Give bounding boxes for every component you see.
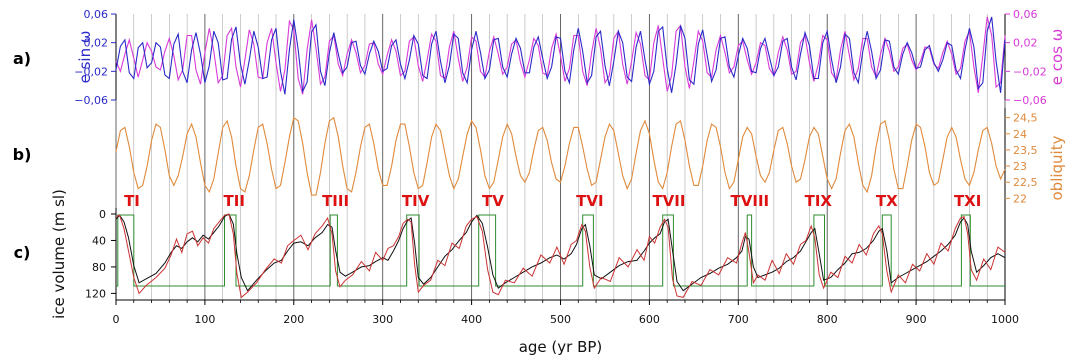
ecosw-axis-title: e cos ω: [1048, 29, 1066, 86]
ice-volume-tick-label: 0: [99, 208, 106, 221]
x-tick-label: 600: [639, 313, 660, 326]
ice-volume-tick-label: 120: [85, 287, 106, 300]
x-axis-title: age (yr BP): [519, 338, 603, 356]
obliquity-tick-label: 24,5: [1013, 112, 1038, 125]
obliquity-tick-label: 24: [1013, 128, 1027, 141]
x-tick-label: 0: [113, 313, 120, 326]
esinw-line: [115, 16, 1006, 95]
esinw-tick-label: −0,06: [74, 94, 108, 107]
termination-label: TVI: [576, 192, 603, 210]
termination-label: TXI: [954, 192, 981, 210]
ecosw-tick-label: 0,06: [1013, 8, 1038, 21]
termination-label: TVIII: [731, 192, 770, 210]
obliquity-line: [115, 116, 1006, 196]
x-tick-label: 700: [728, 313, 749, 326]
esinw-tick-label: −0,02: [74, 65, 108, 78]
obliquity-tick-label: 22,5: [1013, 176, 1038, 189]
x-tick-label: 900: [906, 313, 927, 326]
ice-volume-axis-title: ice volume (m sl): [50, 189, 68, 319]
panel-label: a): [13, 49, 31, 68]
termination-label: TVII: [652, 192, 685, 210]
termination-label: TIV: [402, 192, 430, 210]
panel-label: c): [14, 243, 31, 262]
ice-volume-tick-label: 40: [92, 234, 106, 247]
obliquity-tick-label: 23: [1013, 160, 1027, 173]
termination-label: TIX: [805, 192, 833, 210]
x-tick-label: 100: [194, 313, 215, 326]
ecosw-tick-label: 0,02: [1013, 37, 1038, 50]
termination-label: TX: [876, 192, 898, 210]
panel-label: b): [13, 145, 32, 164]
obliquity-tick-label: 23,5: [1013, 144, 1038, 157]
esinw-tick-label: 0,06: [84, 8, 109, 21]
obliquity-axis-title: obliquity: [1048, 135, 1066, 200]
tick-marks: [111, 13, 1010, 305]
x-tick-label: 1000: [991, 313, 1019, 326]
termination-label: TI: [124, 192, 140, 210]
state-series-line: [116, 214, 1005, 287]
obliquity-tick-label: 22: [1013, 192, 1027, 205]
ice-volume-black-line: [115, 213, 1006, 292]
esinw-tick-label: 0,02: [84, 37, 109, 50]
series: [115, 16, 1006, 299]
x-tick-label: 500: [550, 313, 571, 326]
ecosw-tick-label: −0,06: [1013, 94, 1047, 107]
termination-label: TII: [224, 192, 245, 210]
ecosw-line: [115, 16, 1006, 95]
x-tick-label: 300: [372, 313, 393, 326]
x-tick-label: 200: [283, 313, 304, 326]
termination-label: TV: [482, 192, 504, 210]
ice-volume-tick-label: 80: [92, 261, 106, 274]
ecosw-tick-label: −0,02: [1013, 65, 1047, 78]
termination-label: TIII: [322, 192, 349, 210]
x-tick-label: 400: [461, 313, 482, 326]
ice-volume-red-line: [115, 213, 1006, 299]
x-tick-label: 800: [817, 313, 838, 326]
esinw-axis-title: e sin ω: [76, 31, 94, 84]
